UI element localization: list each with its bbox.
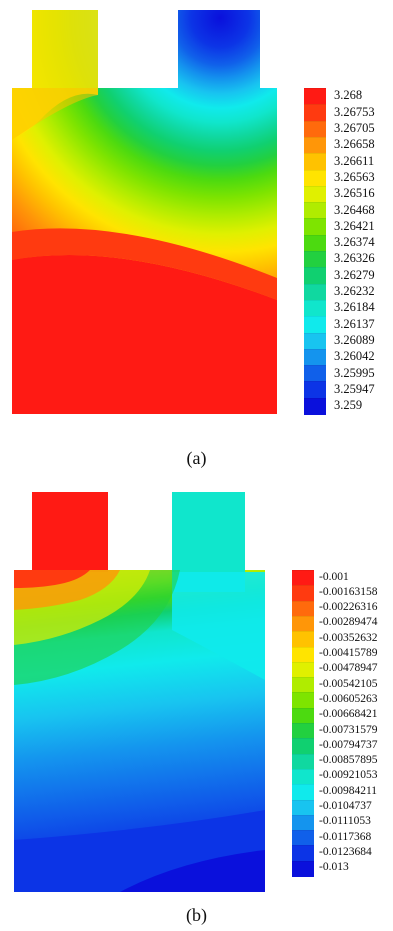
legend-label: 3.26468 <box>334 202 375 217</box>
contour-plot-b <box>14 492 265 892</box>
legend-label: -0.00289474 <box>319 616 378 629</box>
legend-label: 3.26611 <box>334 153 375 168</box>
legend-swatch <box>292 646 314 663</box>
legend-label: -0.00226316 <box>319 601 378 614</box>
legend-swatch <box>304 234 326 252</box>
caption-a: (a) <box>186 448 207 468</box>
legend-swatch <box>292 615 314 633</box>
legend-label: 3.26042 <box>334 349 375 364</box>
legend-label: -0.0104737 <box>319 800 372 813</box>
legend-swatch <box>304 153 326 171</box>
legend-label: 3.268 <box>334 88 363 103</box>
legend-b: -0.001 -0.00163158 -0.00226316 -0.00289474 -… <box>292 570 393 877</box>
legend-label: 3.25995 <box>334 365 375 380</box>
legend-swatch <box>292 661 314 679</box>
legend-swatch <box>292 600 314 617</box>
legend-label: -0.0123684 <box>319 845 372 858</box>
legend-swatch <box>304 218 326 236</box>
legend-swatch <box>292 768 314 786</box>
legend-label: 3.26516 <box>334 186 375 201</box>
legend-swatch <box>304 299 326 318</box>
legend-swatch <box>304 104 326 122</box>
legend-swatch <box>304 348 326 367</box>
legend-swatch <box>304 202 326 220</box>
legend-swatch <box>292 845 314 862</box>
legend-swatch <box>304 332 326 350</box>
legend-swatch <box>292 799 314 816</box>
legend-label: -0.00984211 <box>319 784 378 797</box>
legend-label: 3.26374 <box>334 235 375 250</box>
legend-label: 3.26326 <box>334 251 375 266</box>
legend-swatch <box>304 251 326 269</box>
legend-swatch <box>292 753 314 770</box>
legend-label: -0.00921053 <box>319 769 378 782</box>
legend-label: 3.26279 <box>334 267 375 282</box>
legend-label: 3.26705 <box>334 121 375 135</box>
legend-label: 3.26232 <box>334 284 375 298</box>
legend-swatch <box>304 185 326 204</box>
legend-label: 3.26421 <box>334 218 375 233</box>
legend-label: 3.26089 <box>334 332 375 347</box>
caption-b: (b) <box>186 905 207 925</box>
legend-label: -0.00478947 <box>319 662 378 675</box>
legend-swatch <box>292 814 314 832</box>
legend-swatch <box>292 677 314 694</box>
legend-label: 3.259 <box>334 398 363 413</box>
legend-label: -0.00794737 <box>319 738 378 751</box>
legend-label: 3.26658 <box>334 137 375 152</box>
legend-swatch <box>304 397 326 415</box>
panel-a: 3.268 3.26753 3.26705 3.26658 3.26611 3.26563… <box>12 10 393 468</box>
contour-plot-a <box>12 10 277 414</box>
legend-swatch <box>292 707 314 724</box>
legend-swatch <box>292 692 314 709</box>
legend-swatch <box>304 120 326 138</box>
legend-swatch <box>304 88 326 106</box>
legend-swatch <box>292 784 314 801</box>
legend-label: -0.001 <box>319 570 349 583</box>
legend-label: -0.00352632 <box>319 631 378 644</box>
legend-swatch <box>292 723 314 740</box>
legend-swatch <box>304 365 326 383</box>
legend-swatch <box>292 860 314 877</box>
legend-swatch <box>304 316 326 334</box>
legend-swatch <box>304 169 326 187</box>
legend-label: -0.0111053 <box>319 815 371 828</box>
legend-label: -0.0117368 <box>319 830 372 843</box>
legend-label: 3.26137 <box>334 316 375 331</box>
legend-label: -0.00731579 <box>319 723 378 736</box>
legend-a: 3.268 3.26753 3.26705 3.26658 3.26611 3.26563… <box>304 88 393 418</box>
legend-label: 3.26753 <box>334 104 375 119</box>
legend-swatch <box>292 738 314 755</box>
legend-swatch <box>304 381 326 399</box>
legend-swatch <box>292 585 314 602</box>
legend-label: -0.00163158 <box>319 585 378 598</box>
legend-label: -0.00857895 <box>319 754 378 767</box>
legend-label: -0.013 <box>319 861 349 874</box>
legend-label: 3.26184 <box>334 300 375 315</box>
legend-swatch <box>304 136 326 155</box>
legend-swatch <box>292 631 314 648</box>
legend-label: -0.00668421 <box>319 708 378 721</box>
legend-label: 3.26563 <box>334 169 375 184</box>
legend-label: -0.00542105 <box>319 677 378 690</box>
legend-label: -0.00415789 <box>319 647 378 660</box>
panel-b: -0.001 -0.00163158 -0.00226316 -0.00289474 -… <box>0 480 393 931</box>
legend-swatch <box>304 267 326 285</box>
legend-label: 3.25947 <box>334 381 375 396</box>
legend-swatch <box>304 283 326 301</box>
legend-swatch <box>292 830 314 847</box>
legend-swatch <box>292 570 314 587</box>
legend-label: -0.00605263 <box>319 692 378 705</box>
